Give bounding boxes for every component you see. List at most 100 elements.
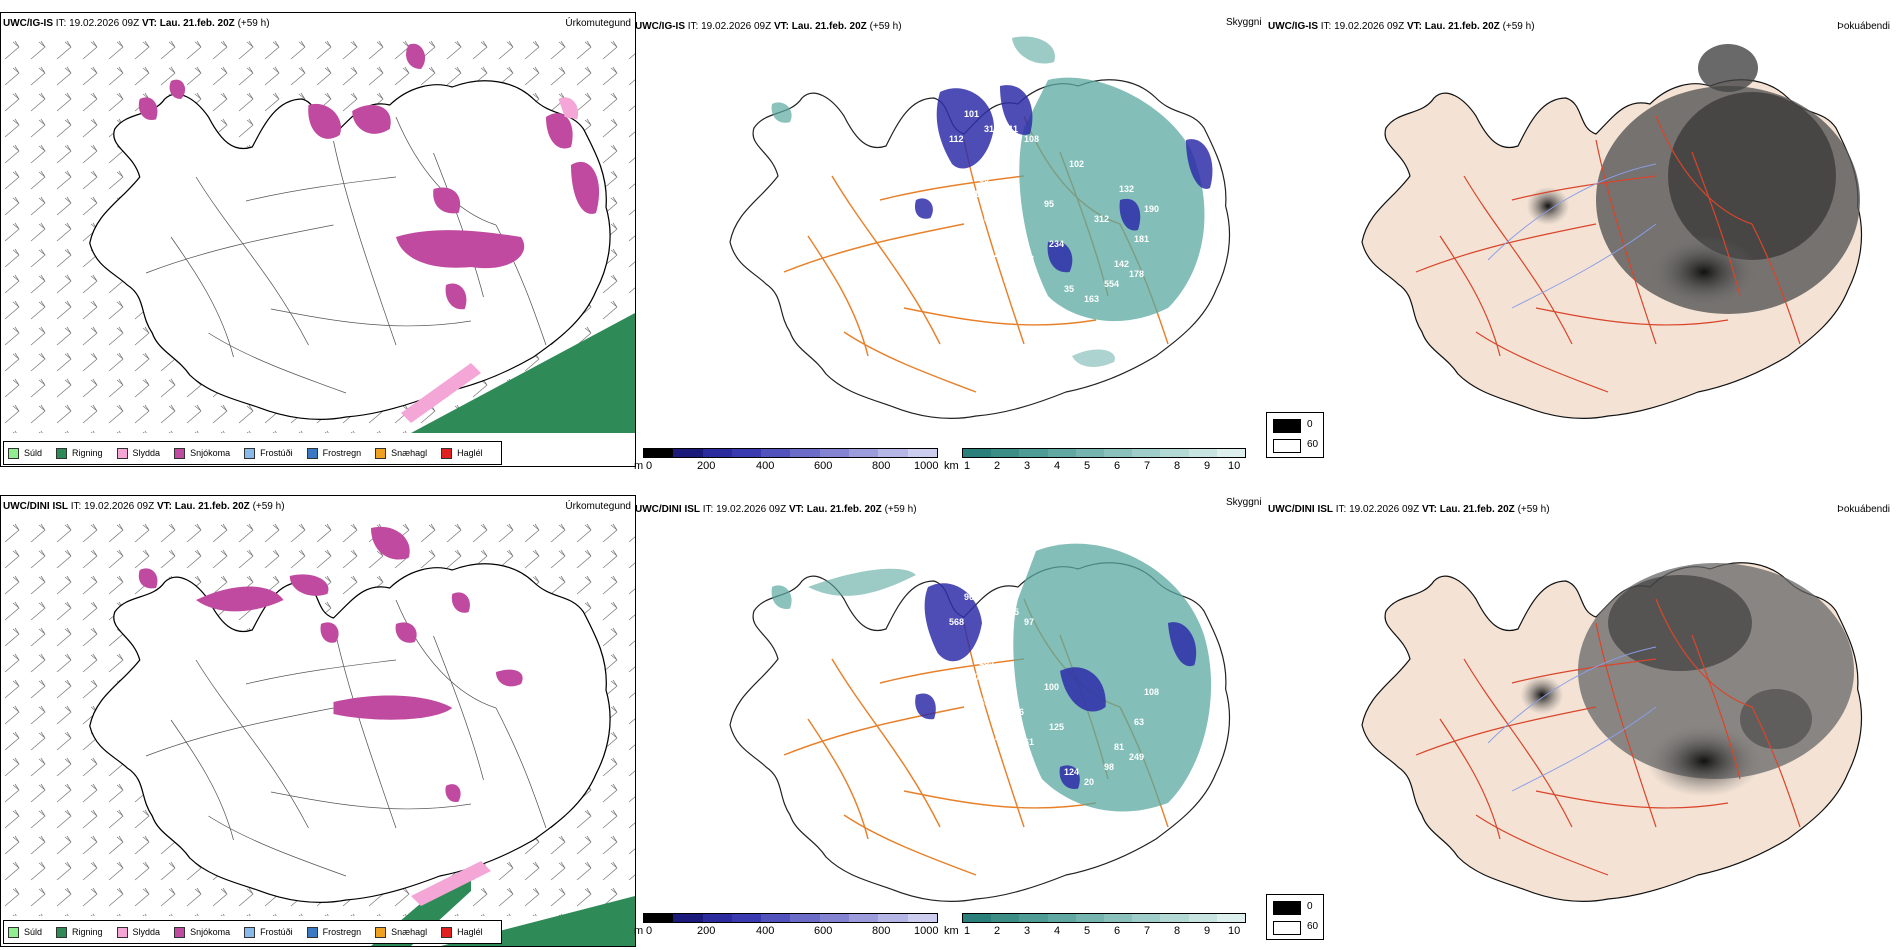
legend-swatch — [441, 447, 453, 459]
fog-swatch-light — [1273, 439, 1301, 453]
visibility-value-label: 126 — [1009, 707, 1024, 717]
scale-tick: 1 — [964, 460, 971, 472]
scale-tick: 7 — [1144, 460, 1151, 472]
legend-swatch — [56, 447, 68, 459]
scale-unit: km — [944, 925, 959, 937]
visibility-value-label: 31 — [984, 124, 994, 134]
visibility-value-label: 98 — [1104, 762, 1114, 772]
scale-tick: 6 — [1114, 925, 1121, 937]
precip-panel-bottom: UWC/DINI ISL IT: 19.02.2026 09Z VT: Lau.… — [0, 495, 636, 947]
visibility-value-label: 156 — [1009, 224, 1024, 234]
scale-tick: 4 — [1054, 925, 1061, 937]
visibility-value-label: 568 — [949, 617, 964, 627]
legend-swatch — [116, 447, 128, 459]
precip-panel-top: UWC/IG-IS IT: 19.02.2026 09Z VT: Lau. 21… — [0, 12, 636, 467]
visibility-value-label: 125 — [1049, 722, 1064, 732]
visibility-value-label: 554 — [1104, 279, 1119, 289]
visibility-value-label: 259 — [974, 697, 989, 707]
scale-tick: 800 — [872, 925, 891, 937]
scale-tick: 400 — [756, 460, 775, 472]
legend-swatch — [306, 926, 318, 938]
legend-item: Frostregn — [306, 447, 361, 459]
legend-item: Rigning — [56, 926, 103, 938]
scale-tick: 3 — [1024, 460, 1031, 472]
legend-swatch — [306, 447, 318, 459]
visibility-value-label: 234 — [1049, 239, 1064, 249]
legend-item: Snæhagl — [375, 926, 427, 938]
visibility-value-label: 139 — [979, 657, 994, 667]
scale-tick: 7 — [1144, 925, 1151, 937]
visibility-value-label: 153 — [999, 184, 1014, 194]
visibility-value-label: 661 — [1019, 737, 1034, 747]
scale-tick: 10 — [1228, 925, 1241, 937]
legend-swatch — [116, 926, 128, 938]
panel-title: Úrkomutegund — [565, 18, 631, 29]
visibility-value-label: 81 — [1114, 742, 1124, 752]
legend-item: Frostúði — [244, 926, 293, 938]
fog-swatch-dark — [1273, 901, 1301, 915]
scale-tick: 9 — [1204, 925, 1211, 937]
visibility-value-label: 96 — [964, 592, 974, 602]
vis-panel-top: UWC/IG-IS IT: 19.02.2026 09Z VT: Lau. 21… — [634, 12, 1264, 472]
visibility-value-label: 101 — [964, 189, 979, 199]
scale-tick: 1000 — [914, 925, 939, 937]
scale-unit: m — [634, 925, 644, 937]
visibility-value-label: 63 — [1134, 717, 1144, 727]
legend-item: Haglél — [441, 447, 483, 459]
fog-map — [1361, 44, 1863, 420]
visibility-value-label: 142 — [1114, 259, 1129, 269]
scale-tick: 400 — [756, 925, 775, 937]
scale-m: m 0 200 400 600 800 1000 — [634, 913, 939, 943]
visibility-value-label: 133 — [1019, 254, 1034, 264]
visibility-value-label: 312 — [1094, 214, 1109, 224]
visibility-value-label: 163 — [1084, 294, 1099, 304]
visibility-value-label: 195 — [1004, 607, 1019, 617]
precip-map — [1, 516, 635, 946]
visibility-value-label: 167 — [999, 667, 1014, 677]
visibility-value-label: 112 — [949, 134, 964, 144]
fog-swatch-dark — [1273, 419, 1301, 433]
legend-swatch — [244, 926, 256, 938]
panel-header: UWC/IG-IS IT: 19.02.2026 09Z VT: Lau. 21… — [1268, 21, 1535, 32]
panel-title: Þokuábendi — [1837, 21, 1890, 32]
legend-item: Súld — [8, 447, 42, 459]
legend-swatch — [8, 926, 19, 938]
scale-tick: 1 — [964, 925, 971, 937]
visibility-value-label: 124 — [1064, 767, 1079, 777]
scale-tick: 0 — [646, 460, 653, 472]
visibility-value-label: 215 — [984, 607, 999, 617]
legend-item: Haglél — [441, 926, 483, 938]
scale-tick: 200 — [697, 460, 716, 472]
legend-item: Slydda — [116, 447, 160, 459]
visibility-value-label: 300 — [964, 672, 979, 682]
visibility-value-label: 108 — [1144, 687, 1159, 697]
visibility-value-label: 148 — [1009, 289, 1024, 299]
visibility-value-label: 108 — [1024, 134, 1039, 144]
panel-header: UWC/DINI ISL IT: 19.02.2026 09Z VT: Lau.… — [635, 504, 917, 515]
visibility-value-label: 89 — [979, 174, 989, 184]
panel-title: Úrkomutegund — [565, 501, 631, 512]
scale-tick: 600 — [814, 925, 833, 937]
visibility-value-label: 95 — [1009, 772, 1019, 782]
precip-legend: Súld Rigning Slydda Snjókoma Frostúði Fr… — [3, 920, 502, 944]
scale-tick: 5 — [1084, 925, 1091, 937]
fog-map — [1361, 562, 1863, 903]
legend-swatch — [244, 447, 256, 459]
scale-tick: 4 — [1054, 460, 1061, 472]
visibility-value-label: 111 — [1004, 124, 1018, 134]
legend-item: Rigning — [56, 447, 103, 459]
visibility-value-label: 316 — [974, 214, 989, 224]
scale-tick: 2 — [994, 925, 1001, 937]
visibility-value-label: 190 — [1144, 204, 1159, 214]
legend-item: Súld — [8, 926, 42, 938]
scale-km: km 1 2 3 4 5 6 7 8 9 10 — [944, 913, 1246, 943]
visibility-value-label: 97 — [1024, 617, 1034, 627]
panel-title: Skyggni — [1226, 17, 1262, 28]
scale-tick: 800 — [872, 460, 891, 472]
visibility-value-label: 178 — [1129, 269, 1144, 279]
legend-item: Frostúði — [244, 447, 293, 459]
visibility-value-label: 95 — [1044, 199, 1054, 209]
visibility-value-label: 20 — [1084, 777, 1094, 787]
legend-swatch — [8, 447, 19, 459]
